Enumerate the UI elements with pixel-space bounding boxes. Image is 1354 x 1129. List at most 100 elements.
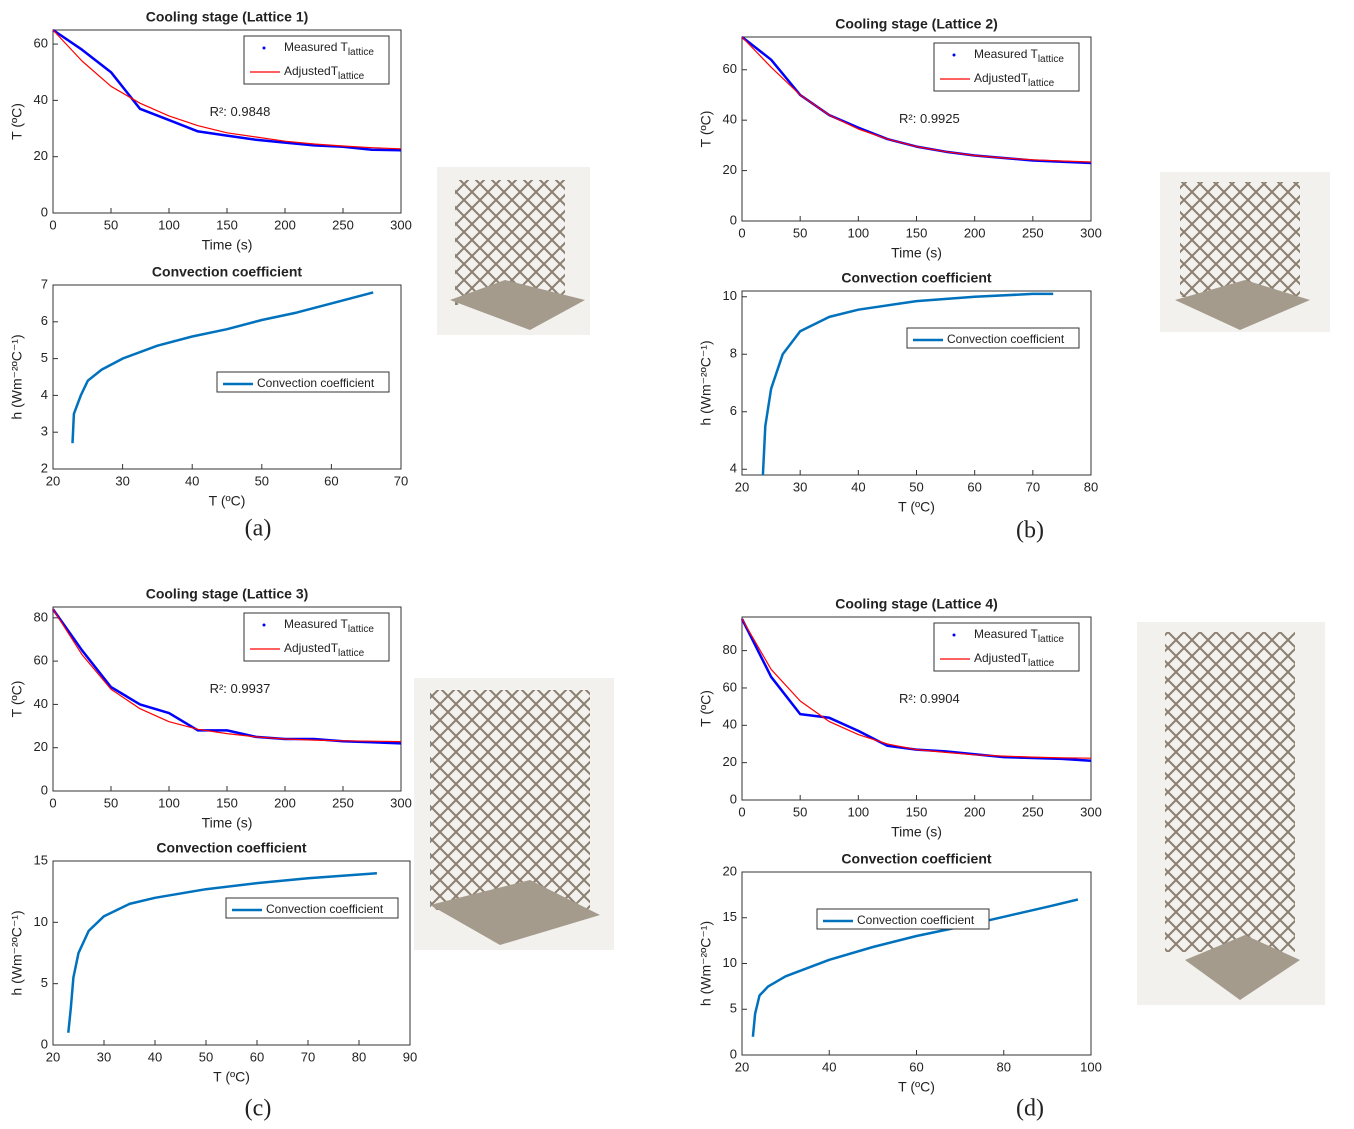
series-line [52,608,402,743]
legend-subscript: lattice [338,648,365,659]
plot-frame [52,860,411,1046]
y-tick-label: 60 [723,679,737,694]
chart-title: Convection coefficient [156,840,306,856]
series-line [71,291,374,444]
x-axis-label: Time (s) [202,237,253,253]
chart-title: Cooling stage (Lattice 3) [146,586,309,602]
y-tick-label: 20 [723,162,737,177]
legend-subscript: lattice [348,47,375,58]
legend-name: Measured T [974,627,1038,641]
y-tick-label: 6 [730,403,737,418]
y-tick-label: 10 [723,955,737,970]
y-tick-label: 2 [41,460,48,475]
y-tick-label: 5 [41,350,48,365]
y-tick-label: 0 [730,212,737,227]
x-tick-label: 20 [735,479,749,494]
y-tick-label: 0 [730,1046,737,1061]
legend-name: AdjustedT [284,641,339,655]
x-tick-label: 40 [851,479,865,494]
x-axis-label: T (ºC) [209,493,246,509]
series-line [67,872,377,1033]
x-tick-label: 30 [97,1049,111,1064]
legend-name: AdjustedT [974,651,1029,665]
x-tick-label: 250 [332,795,354,810]
legend-label: Convection coefficient [947,332,1065,346]
x-tick-label: 250 [1022,804,1044,819]
y-tick-label: 20 [723,863,737,878]
series-line [741,618,1092,759]
legend-box [933,622,1080,672]
series-line [52,29,402,150]
legend-subscript: lattice [1038,634,1065,645]
y-tick-label: 10 [34,914,48,929]
legend-label: Convection coefficient [857,913,975,927]
panel-label: (d) [1016,1096,1044,1122]
x-tick-label: 60 [909,1059,923,1074]
x-tick-label: 40 [148,1049,162,1064]
plot-frame [741,290,1092,476]
y-tick-label: 60 [34,653,48,668]
series-line [741,36,1092,163]
x-tick-label: 300 [390,795,412,810]
legend-label: AdjustedTlattice [974,71,1055,88]
legend-name: Convection coefficient [857,913,975,927]
x-tick-label: 300 [390,217,412,232]
y-axis-label: T (ºC) [698,690,714,727]
panel-label: (c) [245,1096,272,1122]
legend: Convection coefficient [906,327,1080,349]
legend-label: Measured Tlattice [284,40,374,57]
x-tick-label: 200 [964,804,986,819]
legend-name: Measured T [284,617,348,631]
y-tick-label: 0 [41,204,48,219]
x-tick-label: 60 [324,473,338,488]
x-tick-label: 70 [394,473,408,488]
legend-name: Convection coefficient [947,332,1065,346]
x-tick-label: 30 [793,479,807,494]
x-axis-label: Time (s) [891,245,942,261]
x-tick-label: 50 [793,225,807,240]
annotation: R²: 0.9925 [899,111,960,126]
photo [437,167,590,335]
x-tick-label: 50 [199,1049,213,1064]
y-tick-label: 4 [41,387,48,402]
y-tick-label: 5 [41,975,48,990]
y-tick-label: 80 [723,642,737,657]
x-tick-label: 80 [352,1049,366,1064]
y-axis-label: h (Wm⁻²ºC⁻¹) [698,921,714,1006]
y-axis-label: T (ºC) [698,111,714,148]
chart-title: Cooling stage (Lattice 1) [146,9,309,25]
legend-name: Measured T [974,47,1038,61]
y-tick-label: 40 [34,696,48,711]
y-tick-label: 10 [723,288,737,303]
x-tick-label: 50 [104,795,118,810]
legend-box [816,908,990,930]
legend-name: AdjustedT [974,71,1029,85]
x-tick-label: 80 [997,1059,1011,1074]
legend-subscript: lattice [338,71,365,82]
x-tick-label: 70 [1026,479,1040,494]
legend-subscript: lattice [1028,78,1055,89]
y-tick-label: 20 [34,148,48,163]
legend-name: AdjustedT [284,64,339,78]
x-tick-label: 300 [1080,225,1102,240]
legend-box [216,371,390,393]
chart-title: Cooling stage (Lattice 4) [835,596,998,612]
panel-label: (a) [245,516,272,542]
y-axis-label: T (ºC) [9,681,25,718]
y-tick-label: 40 [723,112,737,127]
y-tick-label: 15 [34,852,48,867]
x-tick-label: 100 [158,795,180,810]
x-tick-label: 150 [906,225,928,240]
y-tick-label: 20 [34,739,48,754]
x-tick-label: 200 [964,225,986,240]
y-tick-label: 4 [730,461,737,476]
x-tick-label: 0 [49,795,56,810]
legend-name: Measured T [284,40,348,54]
legend: Measured Tlattice AdjustedTlattice [933,622,1080,672]
legend-box [906,327,1080,349]
annotation: R²: 0.9848 [210,104,271,119]
chart-title: Convection coefficient [841,851,991,867]
legend-label: AdjustedTlattice [974,651,1055,668]
